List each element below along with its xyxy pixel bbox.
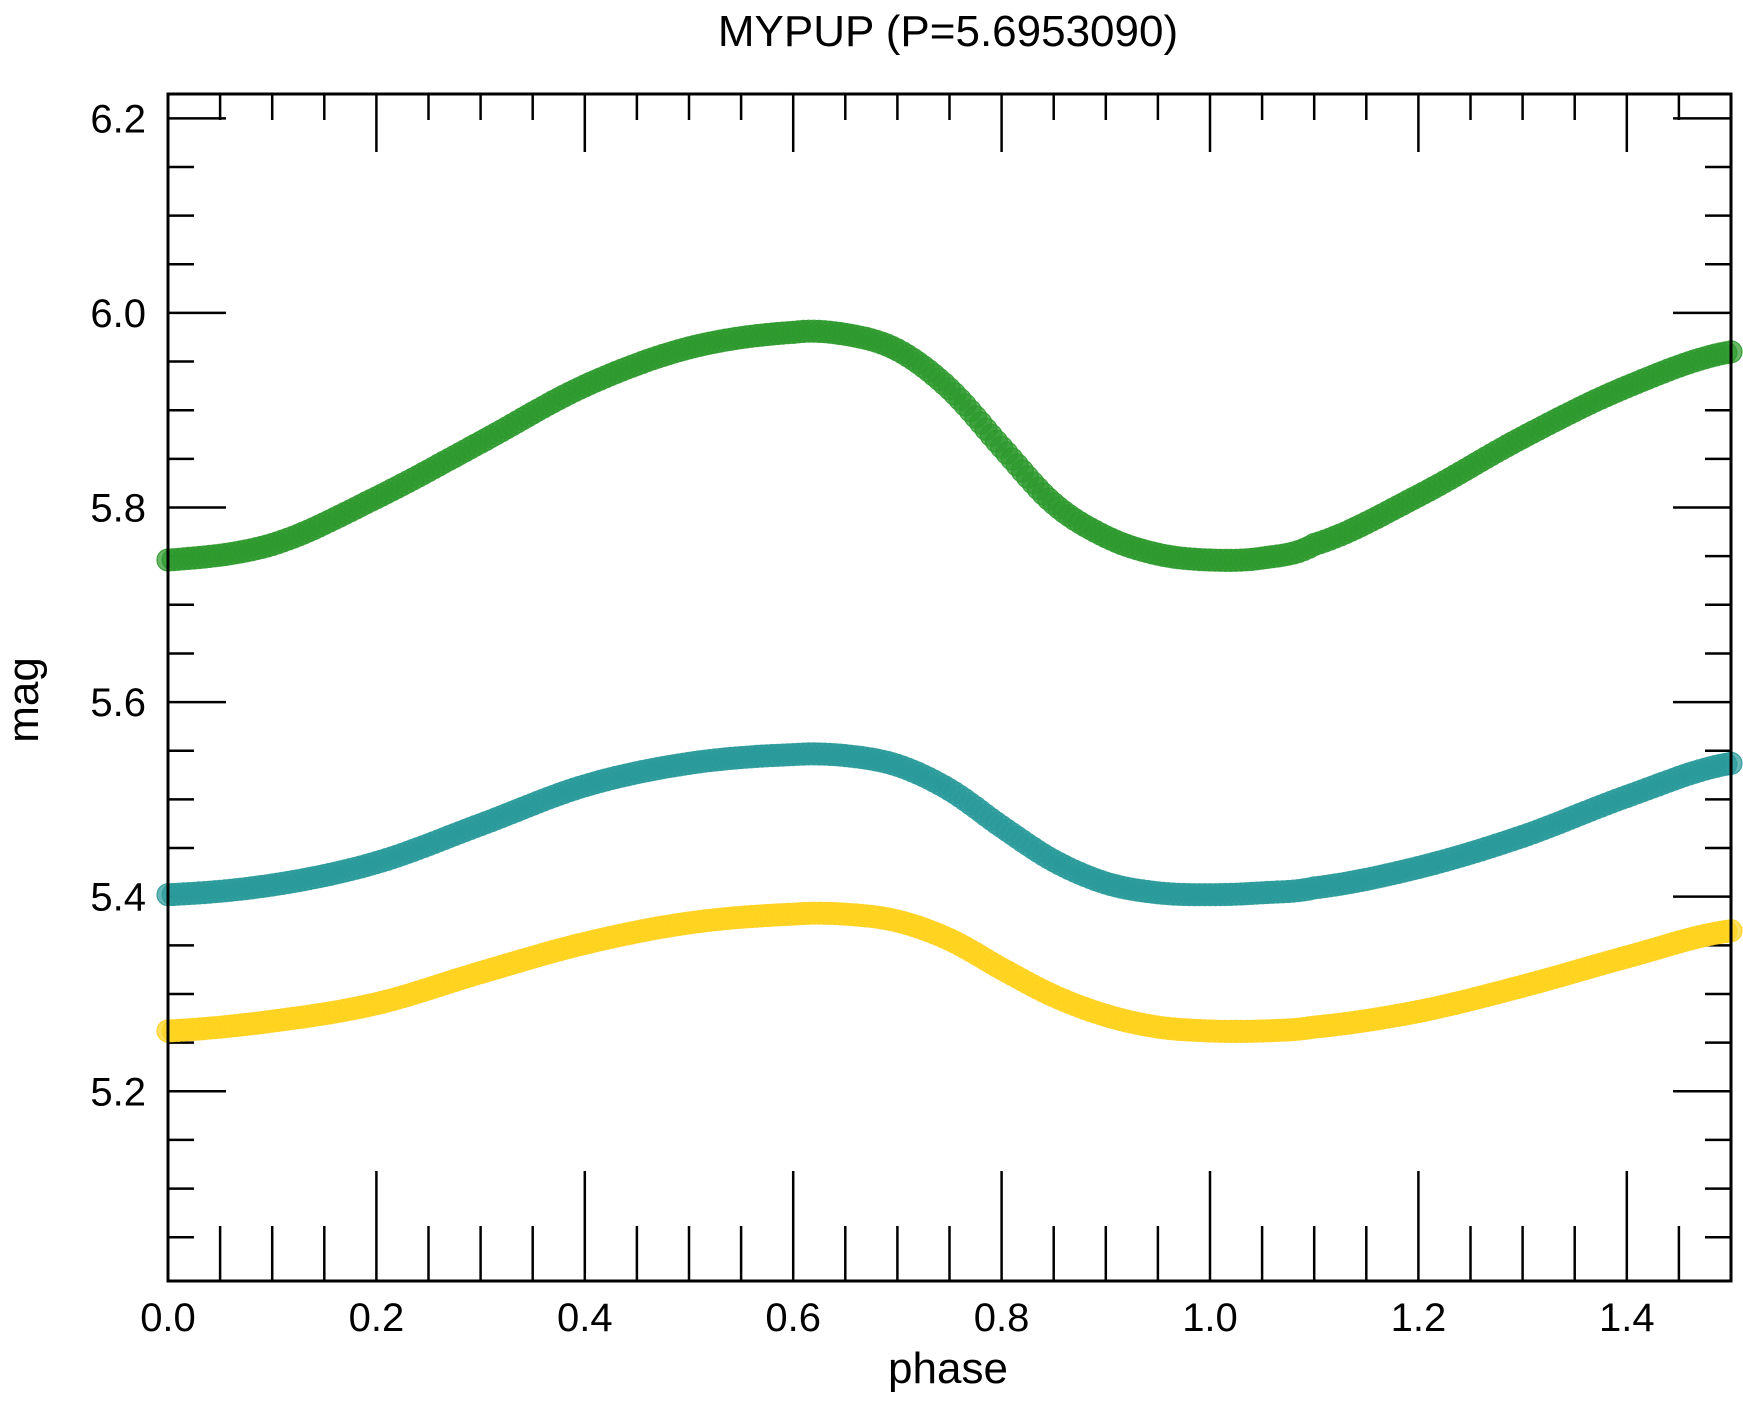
y-tick-label: 5.6 [90,681,146,725]
x-tick-label: 0.2 [349,1296,405,1340]
x-axis-label: phase [888,1344,1008,1393]
y-tick-label: 5.8 [90,487,146,531]
x-tick-label: 1.0 [1182,1296,1238,1340]
x-tick-label: 1.2 [1391,1296,1447,1340]
x-tick-label: 0.8 [974,1296,1030,1340]
plot-frame [166,92,1733,1283]
x-tick-label: 0.4 [557,1296,613,1340]
series-2 [156,742,1743,907]
y-tick-label: 5.4 [90,876,146,920]
y-axis-label: mag [0,657,48,743]
axis-ticks [166,94,1733,1281]
x-tick-label: 0.0 [140,1296,196,1340]
chart-title: MYPUP (P=5.6953090) [718,7,1178,56]
series-3 [156,319,1743,573]
y-tick-label: 6.0 [90,292,146,336]
y-tick-label: 5.2 [90,1070,146,1114]
x-tick-label: 0.6 [765,1296,821,1340]
plot-area [156,319,1743,1044]
tick-labels: 0.0 0.2 0.4 0.6 0.8 1.0 1.2 1.4 5.2 5.4 5.6 5.8 6.0 6… [90,97,1654,1340]
x-tick-label: 1.4 [1599,1296,1655,1340]
y-tick-label: 6.2 [90,97,146,141]
series-1 [156,901,1743,1044]
